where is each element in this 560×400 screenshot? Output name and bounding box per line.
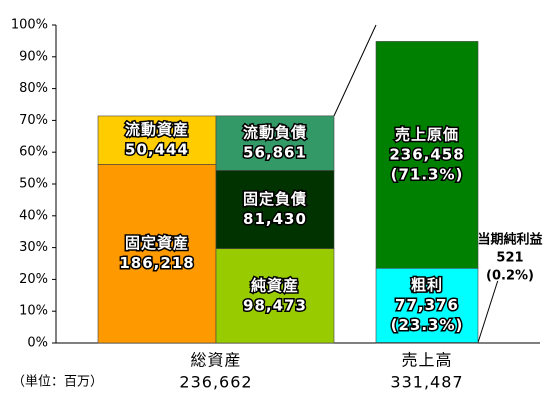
segment-label: 流動資産	[125, 121, 189, 139]
bar-segment	[215, 248, 335, 344]
unit-note: （単位：百万）	[12, 374, 103, 390]
segment-label: 50,444	[125, 141, 189, 159]
category-total: 236,662	[179, 373, 252, 392]
y-tick-label: 40%	[19, 208, 48, 223]
bar-segment	[215, 170, 335, 249]
y-tick-label: 20%	[19, 272, 48, 287]
leader-line	[477, 279, 499, 343]
y-tick-label: 30%	[19, 240, 48, 255]
segment-label: 固定資産	[125, 234, 189, 252]
bar-segment	[97, 115, 217, 165]
segment-label: 521	[496, 251, 523, 266]
segment-label: (0.2%)	[486, 269, 534, 284]
segment-label: 77,376	[395, 296, 459, 314]
segment-label: 固定負債	[243, 190, 307, 208]
y-tick-label: 0%	[27, 336, 48, 351]
y-tick-label: 100%	[11, 18, 48, 33]
y-tick-label: 90%	[19, 49, 48, 64]
segment-label: (23.3%)	[391, 316, 464, 334]
connector	[333, 24, 377, 117]
category-total: 331,487	[390, 373, 463, 392]
y-tick-label: 60%	[19, 145, 48, 160]
segment-label: 純資産	[251, 276, 299, 294]
y-tick-label: 80%	[19, 81, 48, 96]
y-tick-label: 70%	[19, 113, 48, 128]
segment-label: 186,218	[119, 254, 194, 272]
segment-label: 流動負債	[243, 124, 307, 142]
category-label: 売上高	[401, 351, 452, 370]
bar-segment	[97, 164, 217, 344]
segment-label: 56,861	[243, 144, 307, 162]
segment-label: 粗利	[411, 276, 443, 294]
category-label: 総資産	[190, 351, 241, 370]
segment-label: (71.3%)	[391, 165, 464, 183]
bar-segment	[375, 267, 479, 343]
segment-label: 236,458	[389, 145, 464, 163]
segment-label: 81,430	[243, 210, 307, 228]
y-tick-label: 10%	[19, 304, 48, 319]
segment-label: 98,473	[243, 296, 307, 314]
segment-label: 当期純利益	[477, 232, 542, 248]
y-tick-label: 50%	[19, 177, 48, 192]
bar-segment	[215, 115, 335, 171]
bar-segment	[375, 41, 479, 269]
segment-label: 売上原価	[395, 125, 459, 143]
